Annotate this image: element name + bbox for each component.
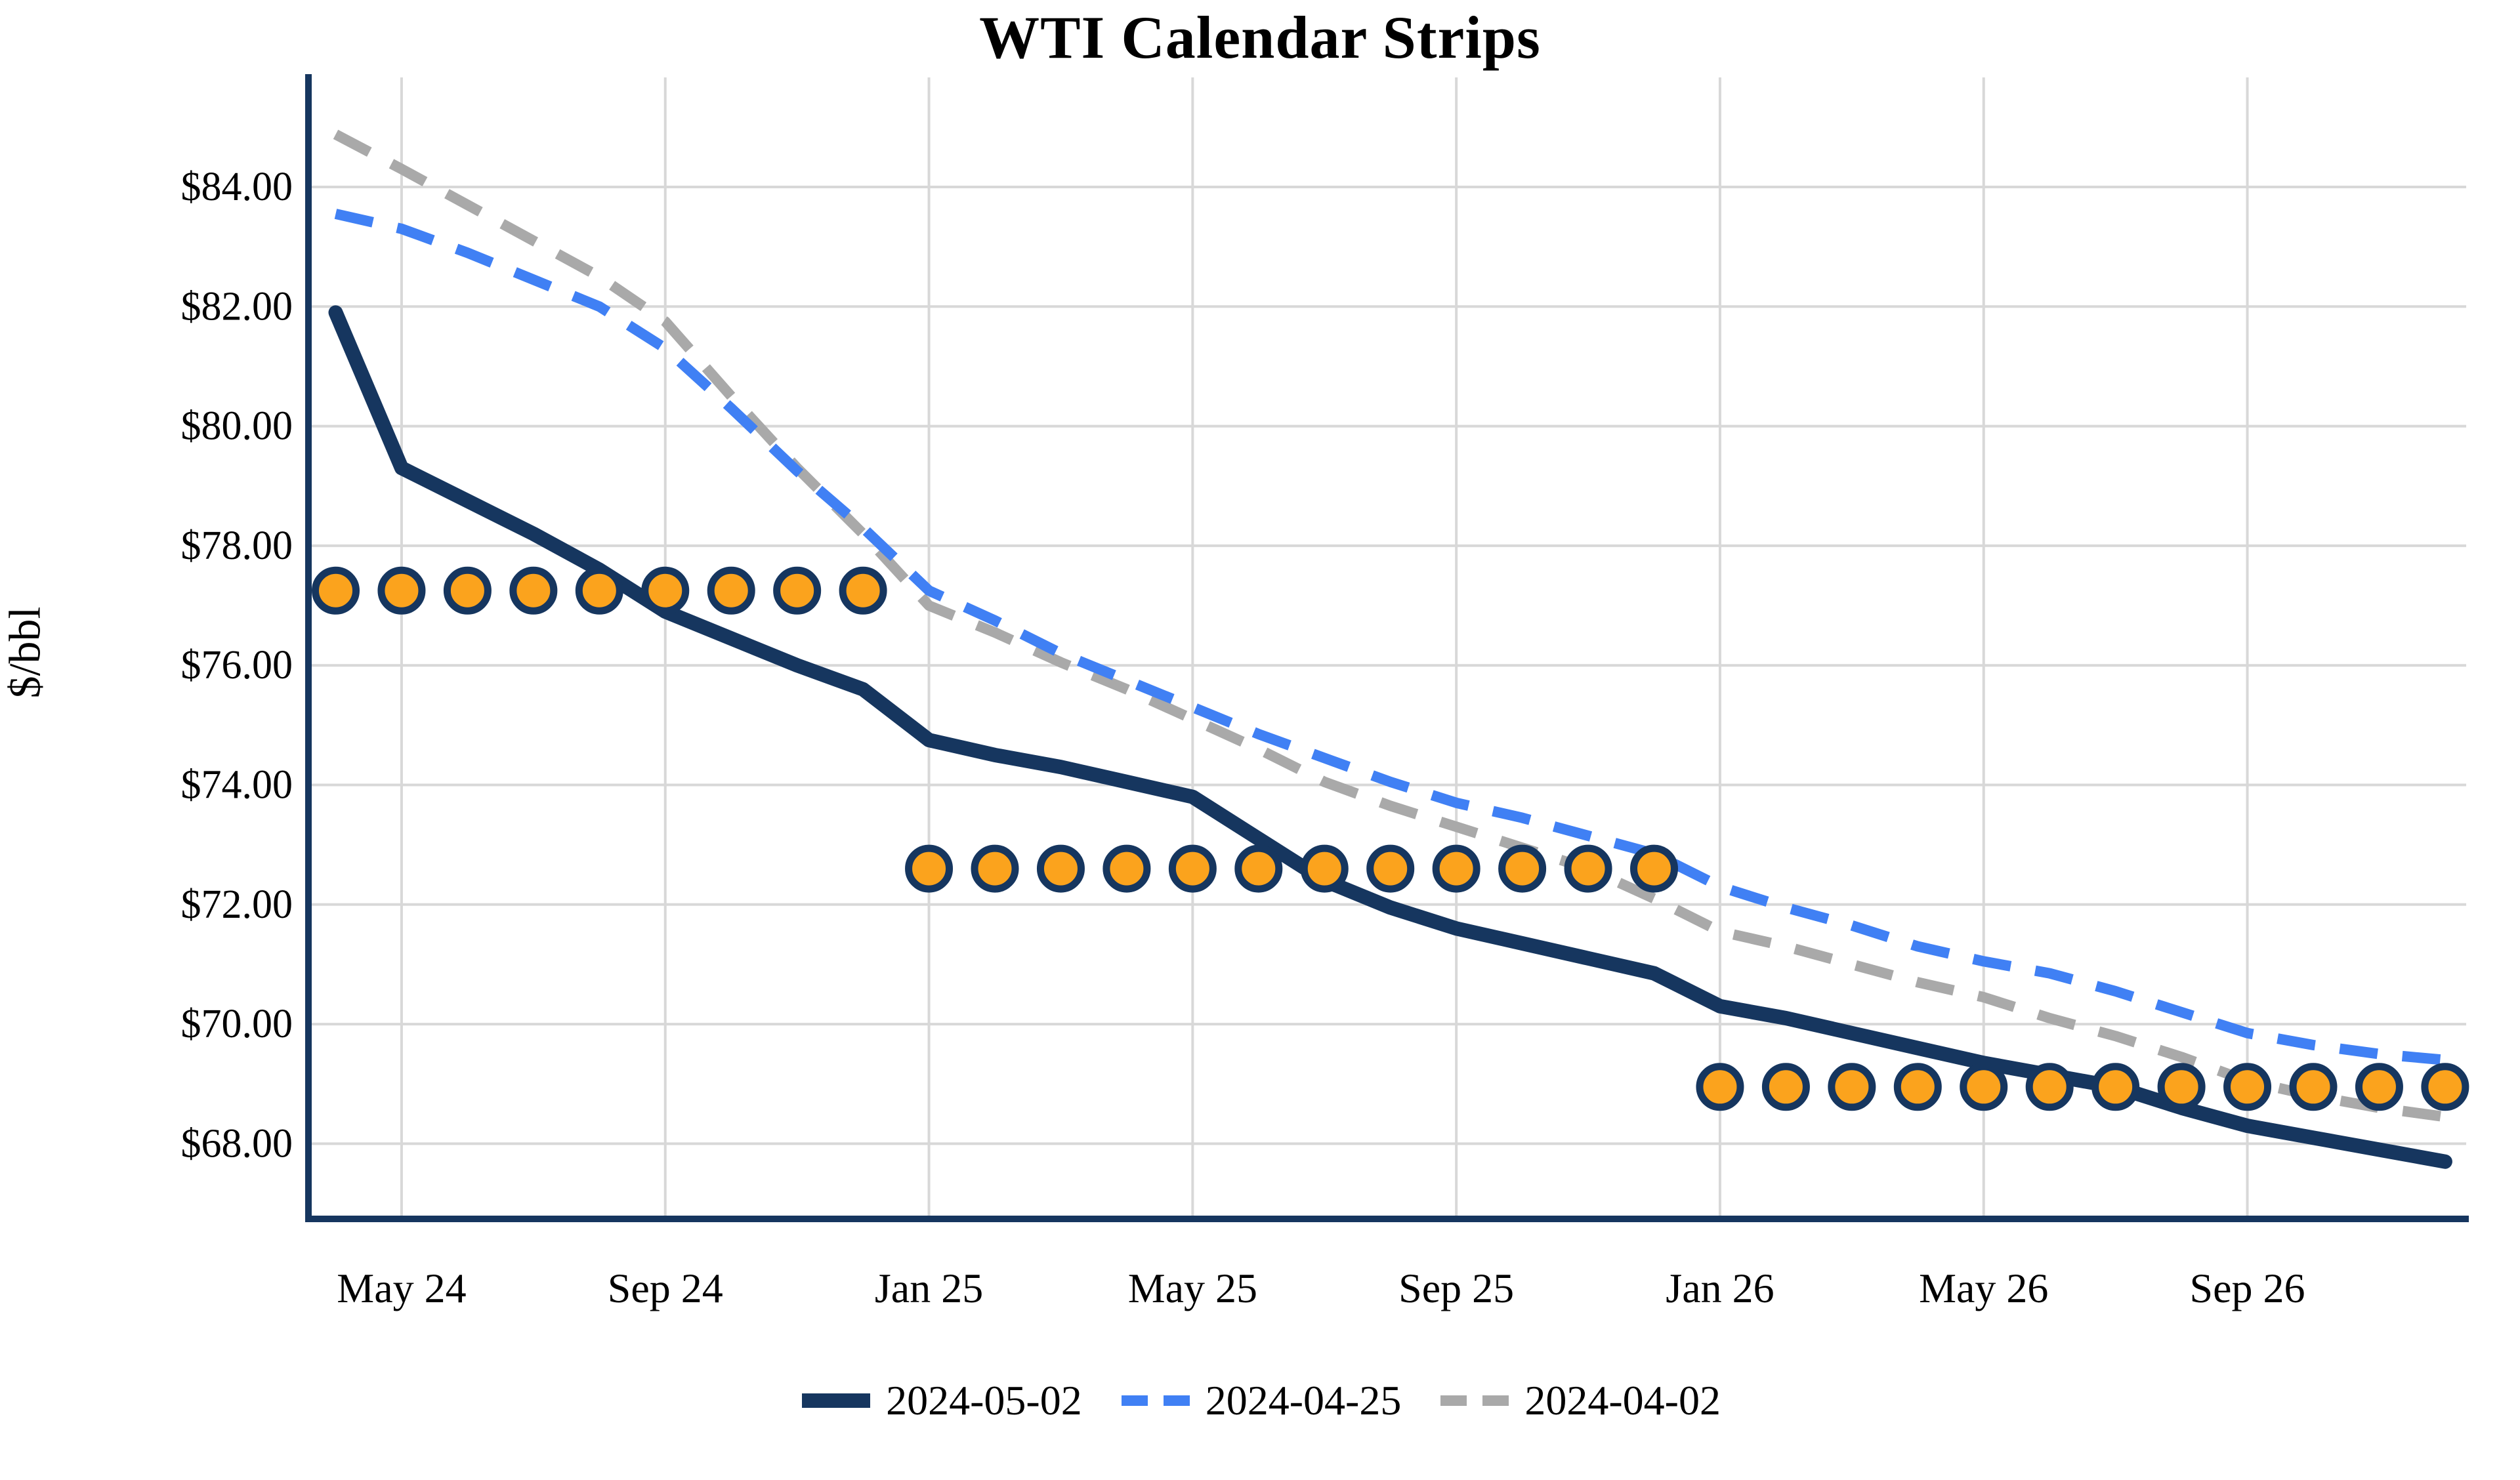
strip-marker-2025: [1432, 844, 1480, 893]
strip-marker-2025: [1102, 844, 1151, 893]
series-line-2024-05-02: [328, 305, 2452, 1169]
x-tick-label: May 26: [1919, 1265, 2048, 1311]
x-tick-label: May 25: [1128, 1265, 1257, 1311]
y-tick-label: $80.00: [181, 404, 293, 449]
y-tick-label: $68.00: [181, 1121, 293, 1166]
legend: 2024-05-02 2024-04-25 2024-04-02: [0, 1376, 2520, 1425]
legend-item: 2024-04-02: [1438, 1376, 1721, 1425]
legend-item: 2024-05-02: [799, 1376, 1082, 1425]
y-tick-label: $74.00: [181, 763, 293, 808]
strip-marker-2024: [443, 566, 492, 615]
y-tick-label: $72.00: [181, 882, 293, 927]
y-tick-label: $82.00: [181, 284, 293, 329]
series-line-2024-04-02: [333, 129, 2446, 1122]
legend-item: 2024-04-25: [1119, 1376, 1402, 1425]
series-line-2024-04-25: [334, 209, 2446, 1065]
strip-marker-2025: [905, 844, 954, 893]
strip-marker-2025: [1300, 844, 1349, 893]
x-tick-label: Jan 25: [875, 1265, 983, 1311]
strip-marker-2025: [1234, 844, 1283, 893]
strip-marker-2024: [641, 566, 690, 615]
y-tick-label: $78.00: [181, 524, 293, 568]
legend-dashed-line-icon: [1121, 1395, 1190, 1406]
strip-marker-2024: [575, 566, 623, 615]
strip-marker-2026: [2157, 1063, 2206, 1111]
strip-marker-2025: [1366, 844, 1415, 893]
strip-marker-2024: [377, 566, 426, 615]
strip-marker-2026: [1696, 1063, 1744, 1111]
strip-marker-2024: [509, 566, 558, 615]
y-tick-label: $76.00: [181, 643, 293, 688]
x-tick-label: May 24: [337, 1265, 466, 1311]
strip-marker-2026: [1893, 1063, 1942, 1111]
legend-dashed-line-icon: [1440, 1395, 1509, 1406]
strip-marker-2025: [1498, 844, 1547, 893]
strip-marker-2024: [707, 566, 755, 615]
y-tick-label: $84.00: [181, 165, 293, 209]
strip-marker-2026: [1960, 1063, 2008, 1111]
chart-title: WTI Calendar Strips: [979, 4, 1541, 71]
strip-marker-2024: [773, 566, 822, 615]
legend-solid-line-icon: [802, 1393, 871, 1408]
strip-marker-2024: [839, 566, 887, 615]
strip-marker-2026: [1761, 1063, 1810, 1111]
strip-marker-2025: [1168, 844, 1217, 893]
strip-marker-2025: [1630, 844, 1678, 893]
strip-marker-2025: [1564, 844, 1612, 893]
strip-marker-2026: [2289, 1063, 2338, 1111]
legend-label: 2024-05-02: [886, 1377, 1082, 1424]
strip-marker-2026: [2025, 1063, 2074, 1111]
x-tick-label: Sep 26: [2190, 1265, 2305, 1311]
strip-marker-2026: [2091, 1063, 2140, 1111]
strip-marker-2026: [2223, 1063, 2272, 1111]
x-tick-label: Jan 26: [1666, 1265, 1774, 1311]
strip-marker-2026: [2421, 1063, 2469, 1111]
x-tick-label: Sep 24: [608, 1265, 723, 1311]
strip-marker-2026: [2355, 1063, 2403, 1111]
strip-marker-2024: [312, 566, 360, 615]
strip-marker-2025: [1036, 844, 1085, 893]
y-axis-label: $/bbl: [0, 606, 50, 699]
strip-marker-2025: [971, 844, 1019, 893]
strip-marker-2026: [1828, 1063, 1876, 1111]
legend-label: 2024-04-25: [1205, 1377, 1402, 1424]
x-tick-label: Sep 25: [1398, 1265, 1514, 1311]
y-tick-label: $70.00: [181, 1002, 293, 1046]
legend-label: 2024-04-02: [1524, 1377, 1721, 1424]
